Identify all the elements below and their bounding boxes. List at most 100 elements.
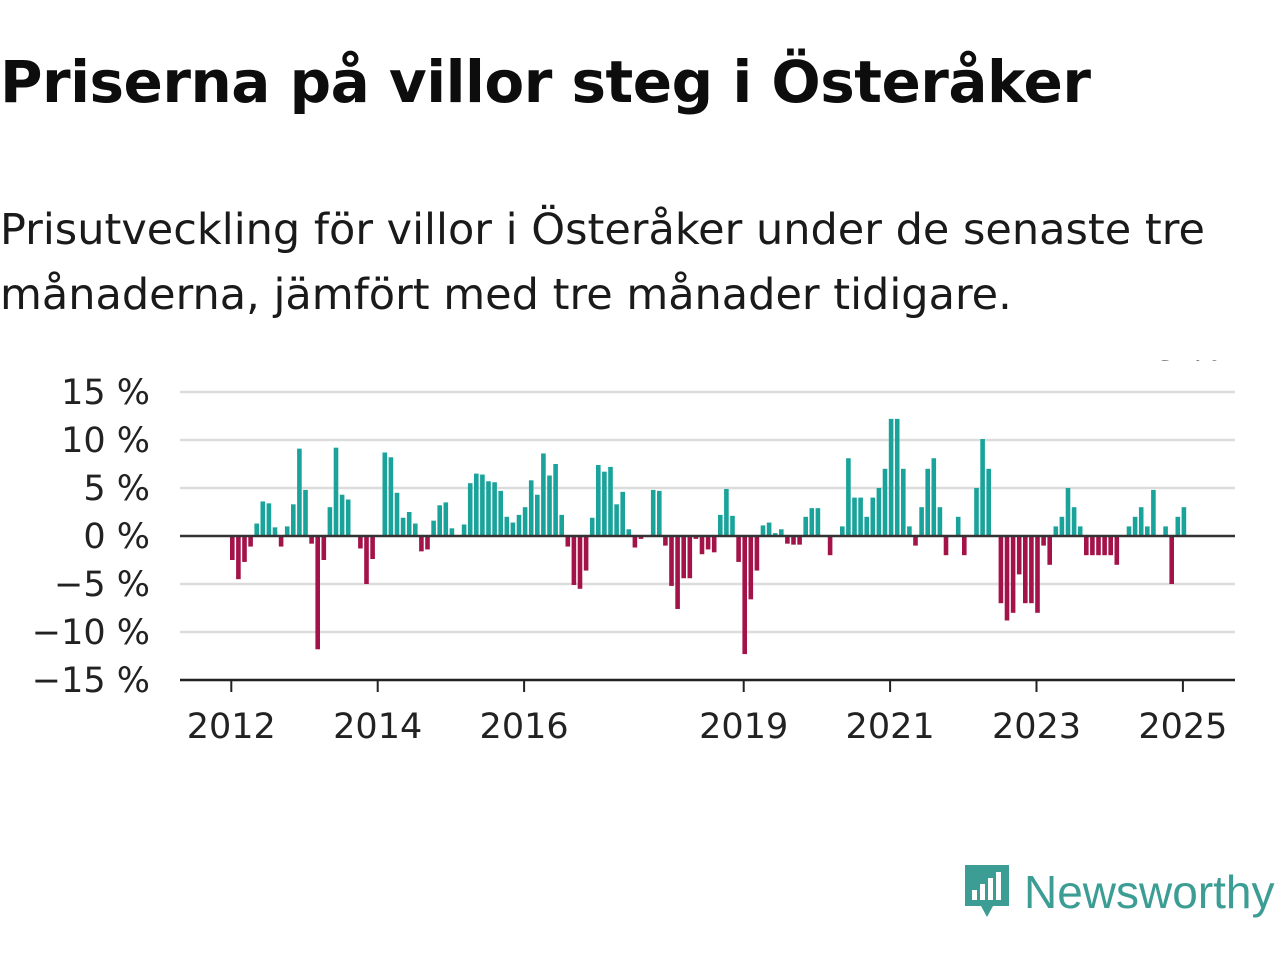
bar-positive [443, 502, 449, 536]
bar-negative [943, 536, 949, 556]
bar-positive [626, 529, 632, 536]
bar-positive [486, 481, 491, 536]
bar-positive [547, 475, 552, 536]
bar-negative [315, 536, 320, 650]
bar-negative [565, 536, 571, 547]
bar-positive [919, 507, 924, 536]
bar-negative [1169, 536, 1174, 584]
bar-positive [589, 517, 595, 536]
bar-negative [687, 536, 693, 579]
bar-negative [242, 536, 247, 562]
bar-positive [772, 533, 778, 536]
bar-positive [297, 448, 302, 536]
bar-positive [437, 505, 442, 536]
bar-positive [388, 457, 394, 536]
bar-positive [1151, 489, 1156, 536]
bar-positive [724, 488, 729, 536]
bar-positive [620, 491, 625, 536]
bar-negative [675, 536, 680, 609]
bar-positive [1163, 526, 1168, 536]
bar-positive [925, 468, 930, 536]
chart-subtitle: Prisutveckling för villor i Österåker un… [0, 205, 1205, 320]
data-label: 3 % [1156, 360, 1223, 369]
bar-negative [1023, 536, 1028, 604]
bar-positive [650, 489, 656, 536]
brand-name: Newsworthy [1024, 866, 1275, 918]
bar-positive [522, 507, 528, 536]
bar-negative [236, 536, 241, 580]
bar-positive [809, 508, 815, 536]
bar-positive [882, 468, 888, 536]
y-tick-label: −15 % [32, 661, 150, 701]
bar-positive [339, 494, 345, 536]
bar-negative [638, 536, 644, 539]
bar-negative [681, 536, 686, 579]
y-tick-label: −5 % [54, 565, 150, 605]
bar-positive [467, 483, 473, 536]
bar-positive [931, 458, 937, 536]
bar-positive [510, 522, 516, 536]
y-tick-label: −10 % [32, 613, 150, 653]
bar-positive [1053, 526, 1059, 536]
bar-positive [907, 526, 912, 536]
bar-negative [663, 536, 668, 546]
bar-positive [602, 471, 607, 536]
bar-positive [1071, 507, 1077, 536]
bar-positive [870, 497, 876, 536]
bar-positive [864, 516, 869, 536]
bar-negative [577, 536, 583, 589]
bar-positive [1132, 516, 1138, 536]
bar-positive [284, 526, 290, 536]
bar-positive [1077, 526, 1083, 536]
bar-negative [419, 536, 424, 552]
bar-negative [736, 536, 741, 562]
bar-positive [779, 529, 784, 536]
bar-negative [962, 536, 967, 556]
bar-negative [791, 536, 796, 545]
bar-positive [852, 497, 857, 536]
bar-negative [1029, 536, 1034, 604]
bar-positive [333, 447, 339, 536]
bar-negative [998, 536, 1004, 604]
bar-positive [596, 464, 601, 536]
bar-positive [413, 523, 418, 536]
bar-positive [1126, 526, 1132, 536]
bar-positive [840, 526, 845, 536]
bar-negative [1114, 536, 1120, 565]
x-axis: 2012 2014 2016 2019 2021 2023 2025 [180, 678, 1235, 747]
bar-positive [400, 517, 406, 536]
bar-positive [1065, 488, 1071, 536]
bar-positive [260, 501, 266, 536]
bar-negative [230, 536, 235, 560]
y-tick-label: 10 % [61, 421, 150, 461]
bar-positive [980, 439, 985, 536]
bar-positive [657, 490, 662, 536]
bar-positive [291, 504, 296, 536]
bar-negative [1004, 536, 1010, 621]
bar-negative [797, 536, 802, 545]
bar-positive [266, 503, 272, 536]
bar-negative [364, 536, 369, 584]
bar-negative [754, 536, 760, 571]
bar-positive [1145, 526, 1150, 536]
bar-positive [608, 466, 613, 536]
bar-negative [1090, 536, 1095, 556]
bar-negative [321, 536, 327, 560]
bar-negative [632, 536, 638, 548]
bar-negative [1041, 536, 1046, 546]
bar-negative [705, 536, 711, 550]
bar-negative [425, 536, 430, 550]
x-tick-label: 2023 [992, 707, 1081, 747]
bar-positive [559, 514, 564, 536]
bar-negative [370, 536, 375, 560]
bar-negative [913, 536, 918, 546]
bar-positive [303, 489, 308, 536]
bar-positive [394, 492, 400, 536]
bar-positive [345, 499, 351, 536]
bar-positive [846, 458, 851, 536]
y-tick-label: 0 % [83, 517, 150, 557]
bar-positive [553, 464, 558, 536]
bar-positive [254, 523, 259, 536]
bar-positive [1059, 516, 1065, 536]
bar-negative [583, 536, 589, 571]
